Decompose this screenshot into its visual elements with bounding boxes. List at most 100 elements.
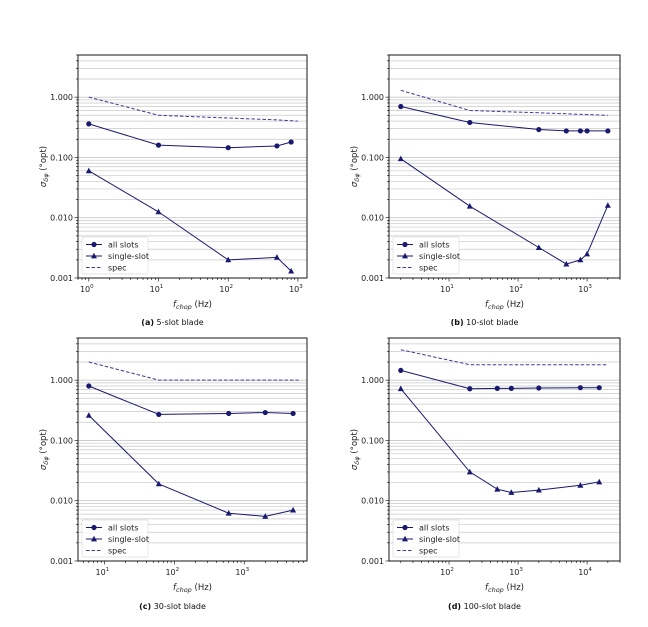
series-single-slot xyxy=(397,385,603,495)
data-point xyxy=(584,250,591,257)
y-tick-label: 0.010 xyxy=(361,214,384,223)
data-point xyxy=(494,486,501,492)
x-tick-label: 102 xyxy=(165,567,179,577)
y-axis-label: σδφ (°opt) xyxy=(39,146,50,187)
data-point xyxy=(398,367,404,374)
data-point xyxy=(563,260,570,267)
data-point xyxy=(536,126,542,133)
legend-marker xyxy=(402,524,408,531)
data-point xyxy=(86,121,92,127)
legend-marker xyxy=(402,241,408,248)
caption-tag: (c) xyxy=(139,602,151,611)
x-tick-label: 101 xyxy=(150,284,164,294)
x-tick-label: 104 xyxy=(578,567,592,577)
legend-box xyxy=(392,236,460,275)
data-point xyxy=(535,486,542,493)
data-point xyxy=(288,267,295,274)
y-axis-label: σδφ (°opt) xyxy=(39,429,50,470)
data-point xyxy=(86,383,92,389)
subplot-caption: (d) 100-slot blade xyxy=(448,602,521,611)
x-tick-label: 102 xyxy=(219,284,233,294)
data-point xyxy=(398,103,404,110)
data-point xyxy=(273,254,280,260)
series-spec xyxy=(400,349,608,366)
legend-label: all slots xyxy=(419,240,449,249)
series-all-slots xyxy=(86,383,296,418)
y-tick-label: 0.100 xyxy=(50,436,73,445)
legend-label: spec xyxy=(108,263,127,272)
data-point xyxy=(288,139,294,145)
x-tick-label: 103 xyxy=(289,284,303,294)
data-point xyxy=(225,145,231,151)
data-point xyxy=(536,385,542,391)
y-tick-label: 0.100 xyxy=(361,153,384,162)
data-point xyxy=(85,412,92,418)
data-point xyxy=(596,385,602,391)
data-point xyxy=(290,506,297,513)
x-tick-label: 103 xyxy=(578,284,592,294)
data-point xyxy=(466,468,473,475)
axes-frame xyxy=(388,54,621,279)
series-line xyxy=(400,89,608,116)
data-point xyxy=(397,385,404,392)
x-axis-label: fchop (Hz) xyxy=(485,583,524,594)
data-point xyxy=(577,482,584,488)
data-point xyxy=(577,385,583,391)
series-spec xyxy=(88,361,299,381)
caption-text: 30-slot blade xyxy=(154,602,206,611)
data-point xyxy=(274,143,280,149)
y-tick-label: 1.000 xyxy=(50,93,73,102)
data-point xyxy=(508,385,514,391)
series-all-slots xyxy=(398,103,611,134)
y-tick-label: 0.010 xyxy=(361,497,384,506)
x-tick-label: 103 xyxy=(235,567,249,577)
subplot-d: 0.001 0.010 0.100 1.000 102 103 104 all slots si… xyxy=(350,337,621,611)
x-tick-label: 102 xyxy=(509,284,523,294)
legend-label: spec xyxy=(419,263,438,272)
legend-label: single-slot xyxy=(108,252,149,261)
data-point xyxy=(467,119,473,126)
subplot-c: 0.001 0.010 0.100 1.000 101 102 103 all slots si… xyxy=(39,337,308,611)
subplot-caption: (a) 5-slot blade xyxy=(141,318,203,327)
y-tick-label: 0.001 xyxy=(361,557,384,566)
y-axis-label: σδφ (°opt) xyxy=(350,429,361,470)
series-line xyxy=(88,415,294,517)
data-point xyxy=(290,410,296,417)
legend-label: all slots xyxy=(108,523,138,532)
series-spec xyxy=(88,96,298,122)
x-tick-label: 101 xyxy=(96,567,110,577)
legend-label: single-slot xyxy=(108,535,149,544)
legend-box xyxy=(81,519,149,558)
y-tick-label: 0.010 xyxy=(50,497,73,506)
data-point xyxy=(155,208,162,215)
series-line xyxy=(88,96,298,122)
x-axis-label: fchop (Hz) xyxy=(173,300,212,311)
y-tick-label: 0.001 xyxy=(50,557,73,566)
x-axis-label: fchop (Hz) xyxy=(173,583,212,594)
legend-marker xyxy=(91,241,97,248)
data-point xyxy=(225,256,232,263)
series-all-slots xyxy=(398,367,602,392)
subplot-caption: (c) 30-slot blade xyxy=(139,602,206,611)
axes-frame xyxy=(388,337,621,562)
data-point xyxy=(156,411,162,418)
data-point xyxy=(584,128,590,134)
series-all-slots xyxy=(86,121,294,151)
x-tick-label: 103 xyxy=(509,567,523,577)
data-point xyxy=(605,128,611,134)
series-line xyxy=(400,349,608,366)
legend-label: single-slot xyxy=(419,535,460,544)
caption-text: 10-slot blade xyxy=(466,318,518,327)
legend-marker xyxy=(91,524,97,531)
caption-text: 5-slot blade xyxy=(157,318,204,327)
data-point xyxy=(577,256,584,263)
legend-label: single-slot xyxy=(419,252,460,261)
legend-marker xyxy=(402,535,408,542)
series-spec xyxy=(400,89,608,116)
y-tick-label: 1.000 xyxy=(361,93,384,102)
x-tick-label: 100 xyxy=(80,284,94,294)
caption-tag: (b) xyxy=(451,318,464,327)
axes-frame xyxy=(77,54,308,279)
legend: all slots single-slot spec xyxy=(81,519,149,558)
